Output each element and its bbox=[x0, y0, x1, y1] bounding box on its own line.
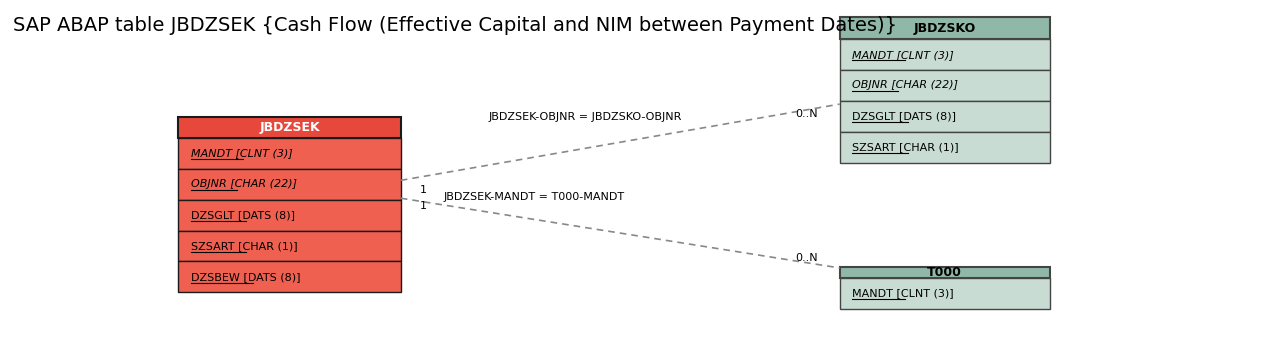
FancyBboxPatch shape bbox=[179, 117, 401, 138]
FancyBboxPatch shape bbox=[179, 231, 401, 262]
Text: MANDT: MANDT bbox=[852, 50, 893, 59]
FancyBboxPatch shape bbox=[839, 132, 1050, 163]
Text: SAP ABAP table JBDZSEK {Cash Flow (Effective Capital and NIM between Payment Dat: SAP ABAP table JBDZSEK {Cash Flow (Effec… bbox=[13, 17, 897, 35]
Text: MANDT [CLNT (3)]: MANDT [CLNT (3)] bbox=[191, 149, 293, 159]
Text: DZSGLT: DZSGLT bbox=[852, 111, 896, 121]
Text: SZSART: SZSART bbox=[191, 241, 234, 251]
Text: MANDT [CLNT (3)]: MANDT [CLNT (3)] bbox=[852, 288, 953, 298]
FancyBboxPatch shape bbox=[839, 17, 1050, 39]
Text: 0..N: 0..N bbox=[795, 253, 819, 263]
Text: 0..N: 0..N bbox=[795, 109, 819, 119]
Text: MANDT: MANDT bbox=[191, 149, 231, 159]
Text: T000: T000 bbox=[928, 266, 962, 279]
Text: 1: 1 bbox=[420, 201, 427, 211]
FancyBboxPatch shape bbox=[839, 39, 1050, 70]
Text: JBDZSEK-OBJNR = JBDZSKO-OBJNR: JBDZSEK-OBJNR = JBDZSKO-OBJNR bbox=[488, 112, 682, 122]
Text: OBJNR: OBJNR bbox=[852, 80, 888, 91]
FancyBboxPatch shape bbox=[839, 267, 1050, 278]
FancyBboxPatch shape bbox=[839, 70, 1050, 101]
Text: SZSART [CHAR (1)]: SZSART [CHAR (1)] bbox=[852, 142, 959, 152]
Text: 1: 1 bbox=[420, 185, 427, 195]
Text: OBJNR [CHAR (22)]: OBJNR [CHAR (22)] bbox=[852, 80, 959, 91]
Text: OBJNR: OBJNR bbox=[191, 179, 226, 189]
Text: DZSBEW [DATS (8)]: DZSBEW [DATS (8)] bbox=[191, 272, 301, 282]
FancyBboxPatch shape bbox=[179, 169, 401, 200]
Text: SZSART [CHAR (1)]: SZSART [CHAR (1)] bbox=[191, 241, 298, 251]
Text: SZSART: SZSART bbox=[852, 142, 896, 152]
Text: DZSGLT: DZSGLT bbox=[191, 210, 234, 220]
Text: JBDZSEK: JBDZSEK bbox=[260, 121, 320, 134]
FancyBboxPatch shape bbox=[839, 101, 1050, 132]
Text: DZSBEW: DZSBEW bbox=[191, 272, 240, 282]
FancyBboxPatch shape bbox=[839, 278, 1050, 309]
FancyBboxPatch shape bbox=[179, 138, 401, 169]
FancyBboxPatch shape bbox=[179, 200, 401, 231]
Text: JBDZSKO: JBDZSKO bbox=[914, 22, 975, 34]
Text: JBDZSEK-MANDT = T000-MANDT: JBDZSEK-MANDT = T000-MANDT bbox=[443, 192, 625, 201]
Text: DZSGLT [DATS (8)]: DZSGLT [DATS (8)] bbox=[852, 111, 956, 121]
FancyBboxPatch shape bbox=[179, 262, 401, 292]
Text: MANDT: MANDT bbox=[852, 288, 893, 298]
Text: OBJNR [CHAR (22)]: OBJNR [CHAR (22)] bbox=[191, 179, 297, 189]
Text: DZSGLT [DATS (8)]: DZSGLT [DATS (8)] bbox=[191, 210, 294, 220]
Text: MANDT [CLNT (3)]: MANDT [CLNT (3)] bbox=[852, 50, 955, 59]
